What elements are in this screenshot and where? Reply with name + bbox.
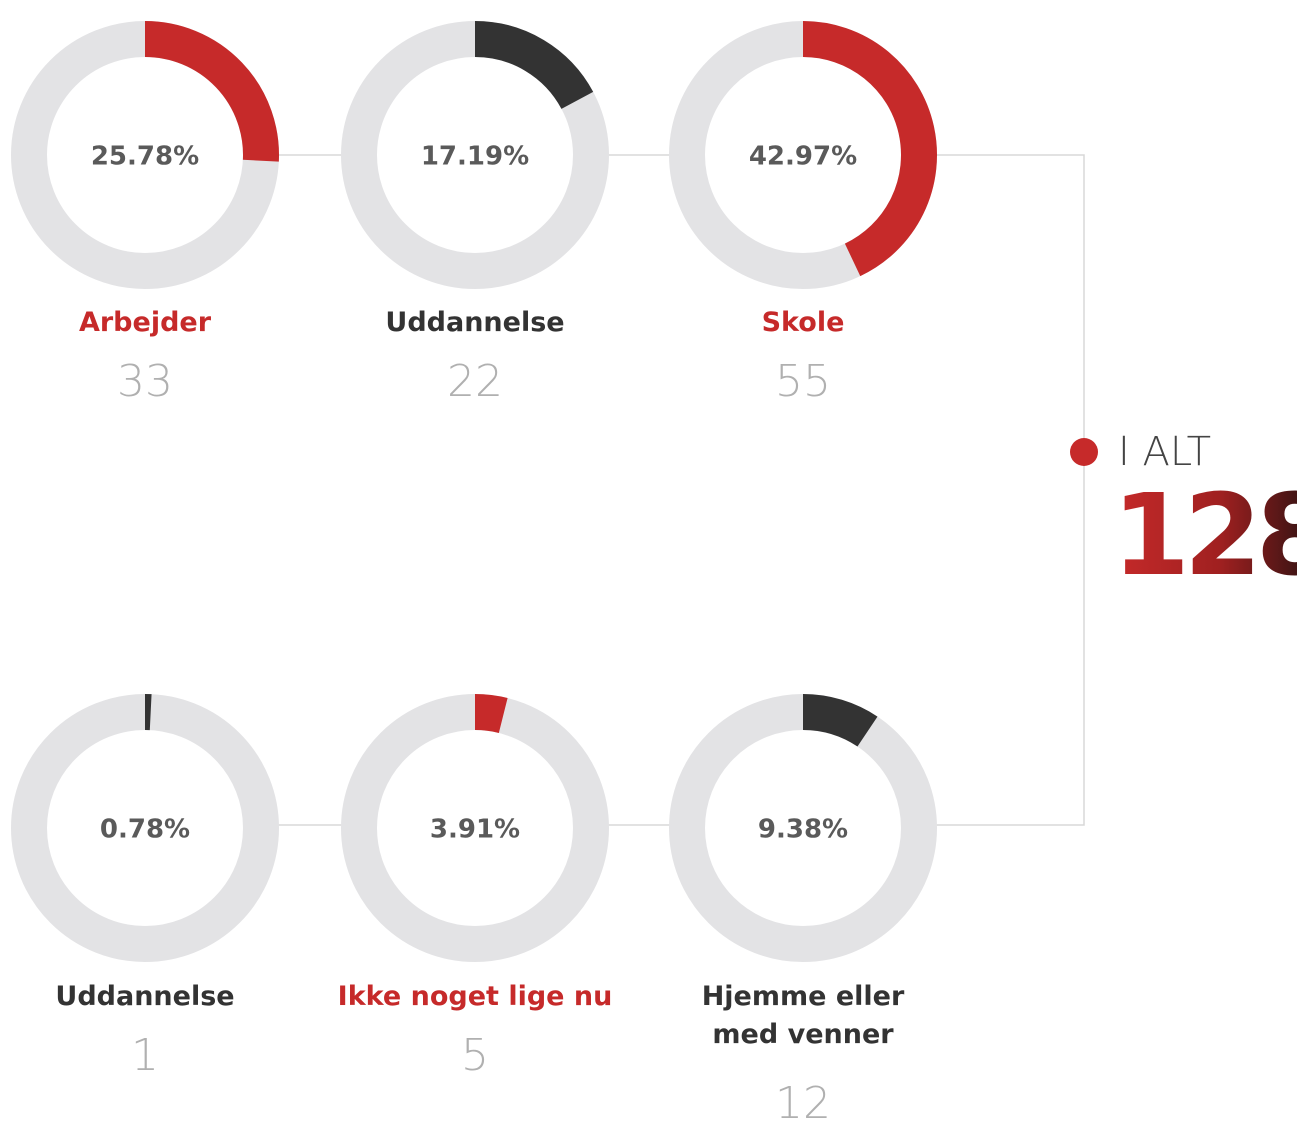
donut-segment — [802, 694, 878, 747]
percent-label: 17.19% — [421, 142, 529, 172]
category-label: Arbejder — [78, 307, 212, 338]
count: 1 — [131, 1030, 159, 1081]
percent-label: 42.97% — [749, 142, 857, 172]
count: 33 — [117, 356, 173, 407]
count: 12 — [775, 1078, 831, 1124]
percent-label: 3.91% — [430, 815, 520, 845]
count: 5 — [461, 1030, 489, 1081]
count: 22 — [447, 356, 503, 407]
donut-segment — [802, 21, 937, 277]
category-label: Uddannelse — [385, 307, 565, 338]
category-label: Skole — [761, 307, 845, 338]
category-label: Uddannelse — [55, 981, 235, 1012]
connectors — [278, 154, 1085, 826]
donut-segment — [474, 694, 508, 734]
total-label: I ALT — [1118, 429, 1211, 475]
percent-label: 9.38% — [758, 815, 848, 845]
total-dot — [1070, 438, 1098, 466]
percent-label: 25.78% — [91, 142, 199, 172]
donut-segment — [474, 21, 594, 110]
percent-label: 0.78% — [100, 815, 190, 845]
total-value: 128 — [1112, 471, 1297, 601]
donut-segment — [144, 21, 279, 162]
category-label: Hjemme eller med venner — [701, 981, 905, 1050]
category-label: Ikke noget lige nu — [337, 981, 613, 1012]
count: 55 — [775, 356, 831, 407]
